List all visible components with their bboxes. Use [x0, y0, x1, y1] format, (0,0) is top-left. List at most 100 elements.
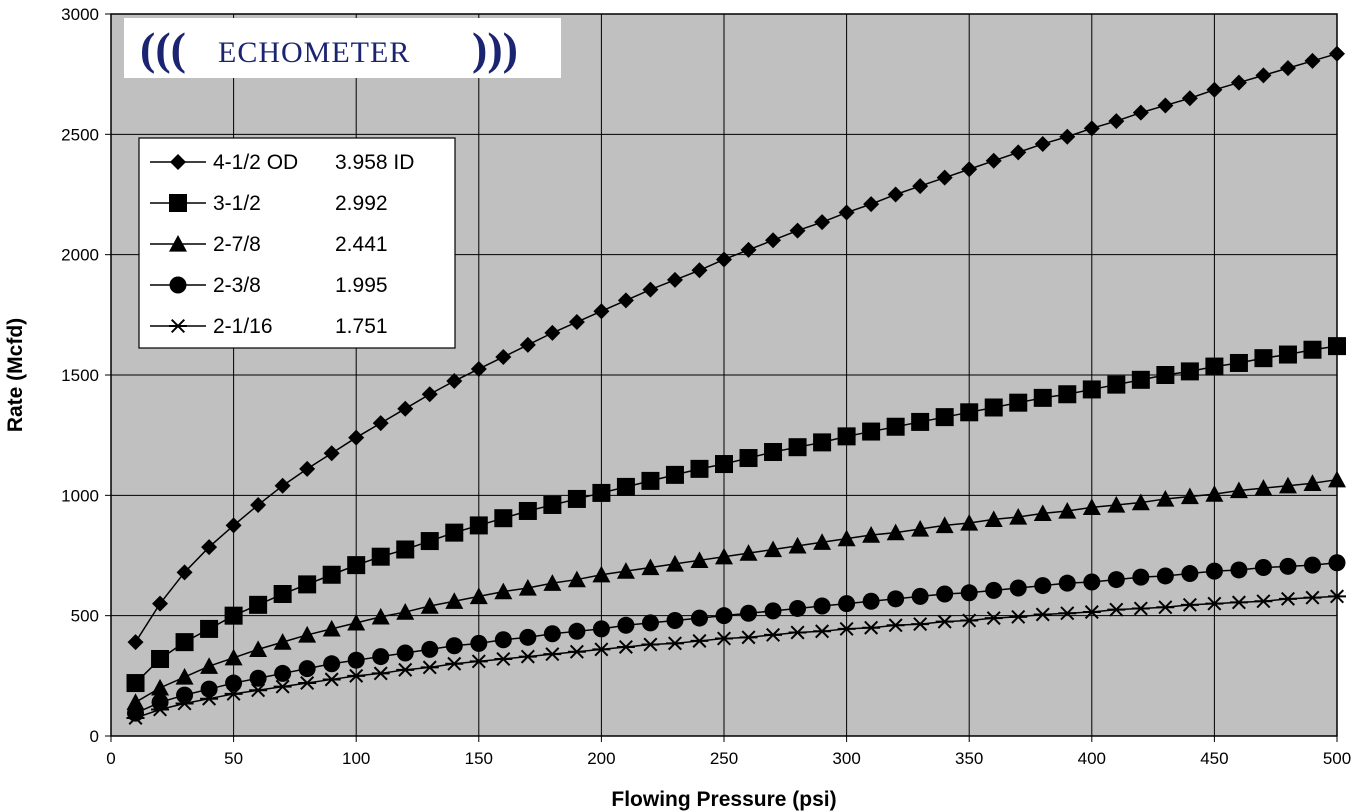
logo-wordmark: ECHOMETER [218, 36, 410, 69]
data-point [592, 642, 611, 657]
data-point [1107, 495, 1126, 513]
data-point [249, 595, 268, 614]
data-point [445, 592, 464, 609]
data-point [1157, 97, 1174, 114]
data-point [642, 281, 659, 298]
data-point [1132, 568, 1150, 586]
data-point [936, 169, 953, 186]
data-point [936, 585, 954, 603]
data-point [519, 628, 537, 646]
data-point [126, 674, 145, 693]
data-point [911, 412, 930, 431]
data-point [813, 624, 832, 639]
data-point [298, 676, 317, 691]
data-point [1303, 590, 1322, 605]
data-point [1205, 596, 1224, 611]
data-point [666, 611, 684, 629]
data-point [1132, 104, 1149, 121]
data-point [322, 672, 341, 687]
data-point [224, 686, 243, 701]
data-point [862, 620, 881, 635]
data-point [1058, 606, 1077, 621]
data-point [1108, 113, 1125, 130]
data-point [616, 477, 635, 496]
data-point [1107, 571, 1125, 589]
data-point [470, 634, 488, 652]
data-point [176, 564, 193, 581]
data-point [200, 680, 218, 698]
data-point [347, 668, 366, 683]
data-point [665, 465, 684, 484]
legend-label: 2-1/16 [213, 315, 273, 338]
series-layer [126, 45, 1346, 725]
x-tick-label: 350 [955, 749, 983, 768]
data-point [543, 574, 562, 591]
data-point [469, 654, 488, 669]
data-point [862, 592, 880, 610]
data-point [126, 710, 145, 725]
series-circle [127, 554, 1346, 722]
data-point [1156, 567, 1174, 585]
data-point [152, 595, 169, 612]
x-tick-label: 150 [465, 749, 493, 768]
data-point [397, 400, 414, 417]
data-point [175, 668, 194, 685]
data-point [420, 532, 439, 551]
data-point [323, 445, 340, 462]
data-point [961, 161, 978, 178]
data-point [396, 662, 415, 677]
data-point [641, 471, 660, 490]
data-point [396, 644, 414, 662]
data-point [1254, 594, 1273, 609]
data-point [445, 637, 463, 655]
logo-left-waves: ((( [140, 23, 186, 74]
data-point [225, 674, 243, 692]
data-point [813, 433, 832, 452]
data-point [887, 186, 904, 203]
data-point [274, 664, 292, 682]
data-point [1230, 561, 1248, 579]
data-point [1328, 337, 1346, 356]
data-point [299, 460, 316, 477]
series-diamond [127, 45, 1345, 651]
data-point [960, 584, 978, 602]
legend-item: 4-1/2 OD 3.958 ID [150, 151, 414, 174]
data-point [690, 633, 709, 648]
y-tick-label: 1000 [61, 486, 99, 505]
data-point [249, 640, 268, 658]
data-point [911, 587, 929, 605]
data-point [1254, 479, 1273, 496]
data-point [788, 625, 807, 640]
data-point [371, 547, 390, 566]
data-point [1058, 385, 1077, 404]
data-point [862, 422, 881, 441]
legend-id-label: 1.751 [335, 315, 388, 338]
legend: 4-1/2 OD 3.958 ID 3-1/2 2.992 2-7/8 2.441 2-3/… [138, 137, 456, 349]
data-point [715, 455, 733, 474]
data-point [224, 648, 243, 666]
data-point [960, 514, 979, 531]
y-axis-ticks: 0 500 1000 1500 2000 2500 3000 [61, 5, 111, 746]
data-point [984, 398, 1003, 417]
data-point [1156, 489, 1175, 507]
data-point [201, 539, 218, 556]
data-point [1255, 67, 1272, 84]
data-point [641, 637, 660, 652]
series-triangle [126, 470, 1346, 710]
legend-label: 2-7/8 [213, 233, 261, 256]
data-point [690, 459, 709, 478]
data-point [886, 618, 905, 633]
data-point [984, 510, 1003, 528]
data-point [1156, 600, 1175, 615]
data-point [690, 609, 708, 627]
data-point [224, 606, 243, 625]
x-tick-label: 200 [587, 749, 615, 768]
data-point [567, 489, 586, 508]
data-point [789, 222, 806, 239]
data-point [494, 651, 513, 666]
data-point [715, 547, 733, 565]
data-point [543, 647, 562, 662]
data-point [176, 686, 194, 704]
data-point [1229, 595, 1248, 610]
x-tick-label: 50 [224, 749, 243, 768]
